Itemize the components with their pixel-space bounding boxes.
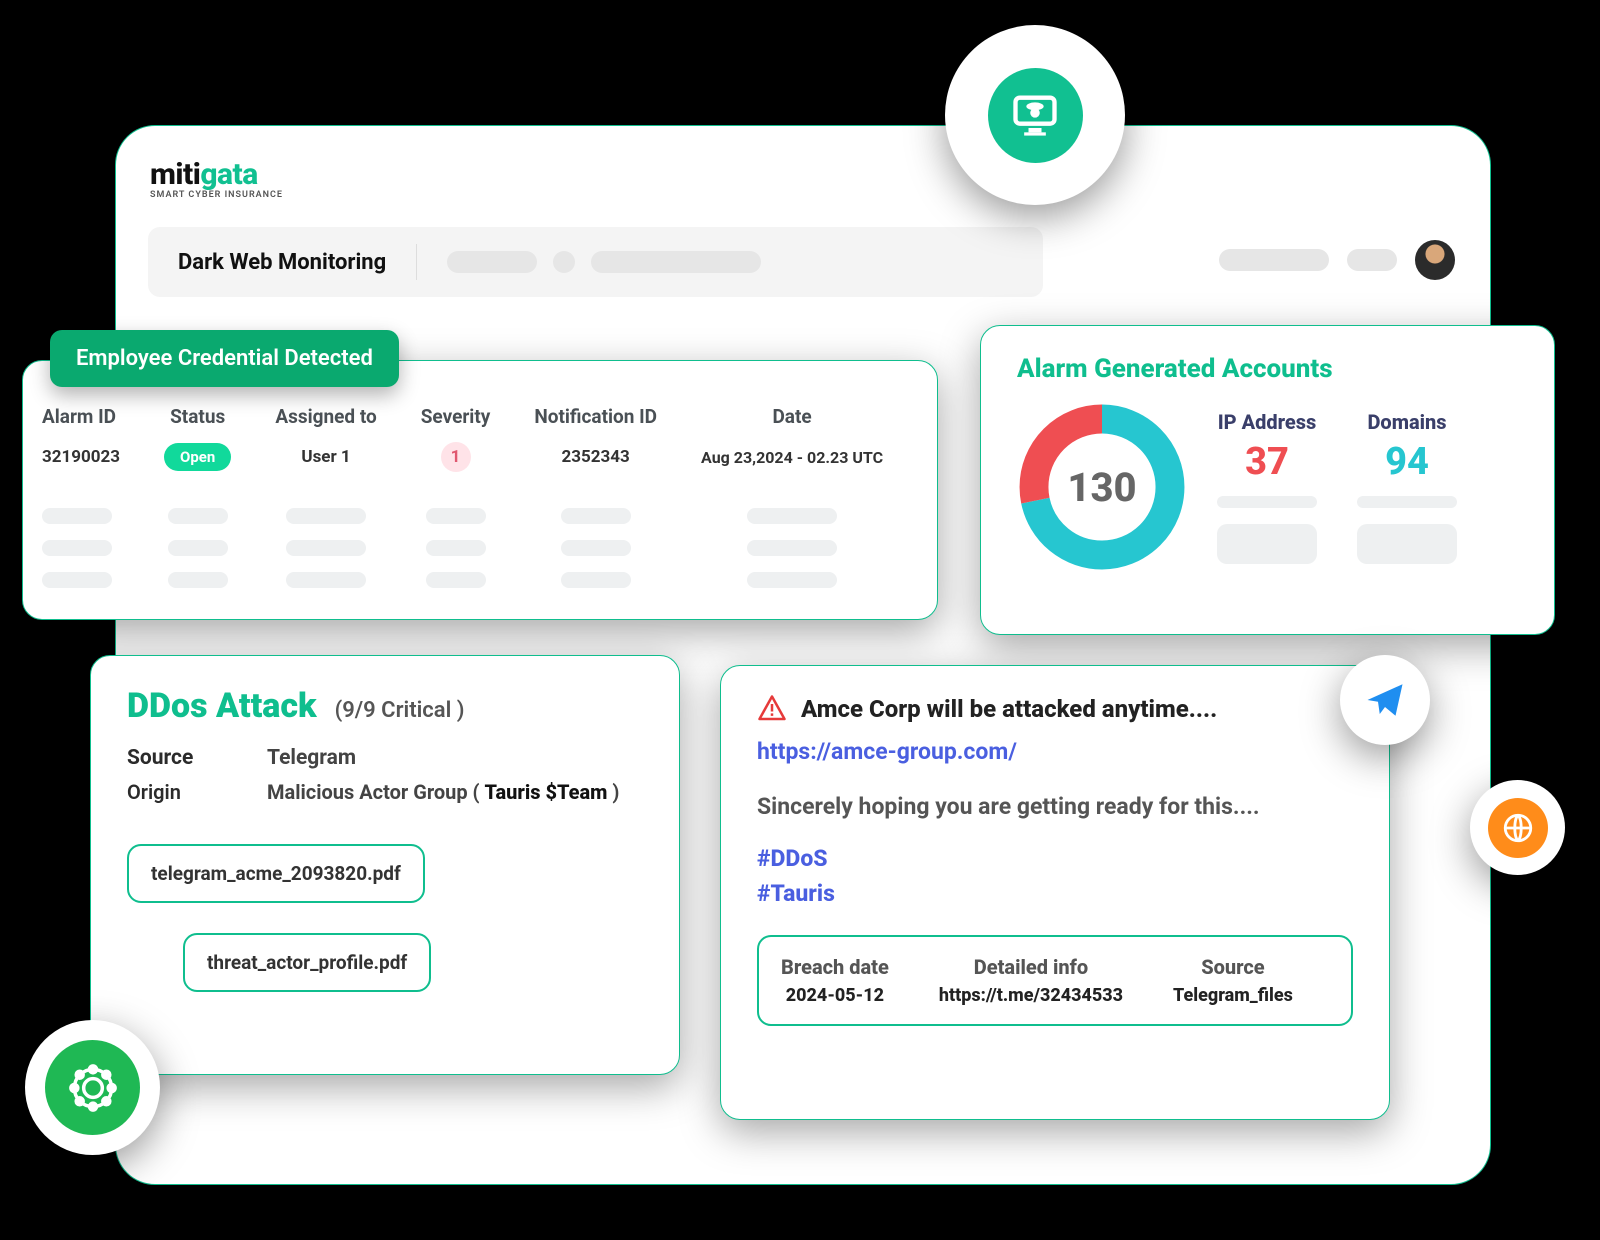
paper-plane-icon [1364, 679, 1406, 721]
topbar-placeholder [553, 251, 575, 273]
logo-tagline: SMART CYBER INSURANCE [150, 190, 283, 200]
detail-value: https://t.me/32434533 [939, 985, 1123, 1006]
topbar-label: Dark Web Monitoring [178, 250, 386, 275]
placeholder-row [168, 540, 228, 556]
col-header: Assigned to [275, 405, 376, 428]
breach-date-value: 2024-05-12 [786, 985, 884, 1006]
ddos-source-label: Source [127, 746, 267, 770]
col-header: Severity [421, 405, 491, 428]
logo-text-black: miti [150, 157, 200, 192]
stage: mitigata SMART CYBER INSURANCE Dark Web … [0, 0, 1600, 1240]
domains-value: 94 [1385, 440, 1429, 484]
hacker-icon-circle [945, 25, 1125, 205]
topbar-placeholder [447, 251, 537, 273]
donut-total: 130 [1017, 402, 1187, 572]
placeholder [1357, 524, 1457, 564]
globe-icon [1488, 798, 1548, 858]
placeholder-row [168, 508, 228, 524]
ip-label: IP Address [1218, 410, 1317, 434]
placeholder-row [747, 572, 837, 588]
placeholder [1217, 496, 1317, 508]
header-placeholder [1347, 249, 1397, 271]
col-header: Notification ID [534, 405, 657, 428]
threat-info-box: Breach date 2024-05-12 Detailed info htt… [757, 935, 1353, 1026]
placeholder [1357, 496, 1457, 508]
hacker-icon [988, 68, 1083, 163]
assigned-to-value: User 1 [301, 442, 350, 472]
accounts-title: Alarm Generated Accounts [1017, 354, 1518, 384]
placeholder [1217, 524, 1317, 564]
telegram-icon-circle[interactable] [1340, 655, 1430, 745]
placeholder-row [426, 508, 486, 524]
threat-body: Sincerely hoping you are getting ready f… [757, 793, 1353, 820]
alarm-table: Alarm ID 32190023 Status Open Assigned t… [42, 405, 883, 588]
warning-icon [757, 694, 787, 724]
col-header: Date [772, 405, 811, 428]
ddos-origin-suffix: ) [607, 780, 619, 804]
placeholder-row [426, 572, 486, 588]
col-header: Status [170, 405, 225, 428]
topbar-divider [416, 244, 417, 280]
placeholder-row [561, 508, 631, 524]
placeholder-row [747, 540, 837, 556]
topbar: Dark Web Monitoring [148, 227, 1043, 297]
status-badge: Open [164, 443, 231, 471]
col-header: Alarm ID [42, 405, 116, 428]
placeholder-row [426, 540, 486, 556]
accounts-donut: 130 [1017, 402, 1187, 572]
globe-icon-circle[interactable] [1470, 780, 1565, 875]
threat-headline: Amce Corp will be attacked anytime.... [801, 695, 1217, 723]
placeholder-row [747, 508, 837, 524]
alarm-badge: Employee Credential Detected [50, 330, 399, 387]
ddos-card: DDos Attack (9/9 Critical ) Source Teleg… [90, 655, 680, 1075]
domains-label: Domains [1367, 410, 1446, 434]
placeholder-row [42, 572, 112, 588]
topbar-placeholder [591, 251, 761, 273]
brand-logo: mitigata SMART CYBER INSURANCE [150, 157, 283, 200]
alarm-id-value: 32190023 [42, 442, 120, 472]
placeholder-row [42, 508, 112, 524]
source-label: Source [1201, 955, 1264, 979]
network-icon [45, 1040, 140, 1135]
ddos-origin-prefix: Malicious Actor Group ( [267, 780, 485, 804]
placeholder-row [42, 540, 112, 556]
header-placeholder [1219, 249, 1329, 271]
ddos-origin-group: Tauris $Team [485, 780, 608, 804]
placeholder-row [286, 540, 366, 556]
placeholder-row [561, 572, 631, 588]
network-icon-circle [25, 1020, 160, 1155]
accounts-card: Alarm Generated Accounts 130 IP Address … [980, 325, 1555, 635]
ddos-source-value: Telegram [267, 746, 356, 770]
detail-label: Detailed info [974, 955, 1088, 979]
header-right [1219, 240, 1455, 280]
breach-date-label: Breach date [781, 955, 889, 979]
placeholder-row [561, 540, 631, 556]
threat-tag[interactable]: #Tauris [757, 877, 1353, 912]
source-value: Telegram_files [1173, 985, 1293, 1006]
placeholder-row [286, 572, 366, 588]
notification-id-value: 2352343 [562, 442, 630, 472]
ip-value: 37 [1245, 440, 1289, 484]
ddos-origin-label: Origin [127, 780, 267, 804]
placeholder-row [286, 508, 366, 524]
placeholder-row [168, 572, 228, 588]
severity-badge: 1 [441, 442, 471, 472]
threat-link[interactable]: https://amce-group.com/ [757, 738, 1353, 765]
ddos-subtitle: (9/9 Critical ) [335, 698, 465, 723]
threat-card: Amce Corp will be attacked anytime.... h… [720, 665, 1390, 1120]
attachment-file[interactable]: telegram_acme_2093820.pdf [127, 844, 425, 903]
user-avatar[interactable] [1415, 240, 1455, 280]
attachment-file[interactable]: threat_actor_profile.pdf [183, 933, 431, 992]
date-value: Aug 23,2024 - 02.23 UTC [701, 442, 883, 472]
threat-tag[interactable]: #DDoS [757, 842, 1353, 877]
logo-text-accent: gata [200, 157, 257, 192]
ddos-title: DDos Attack [127, 686, 317, 726]
